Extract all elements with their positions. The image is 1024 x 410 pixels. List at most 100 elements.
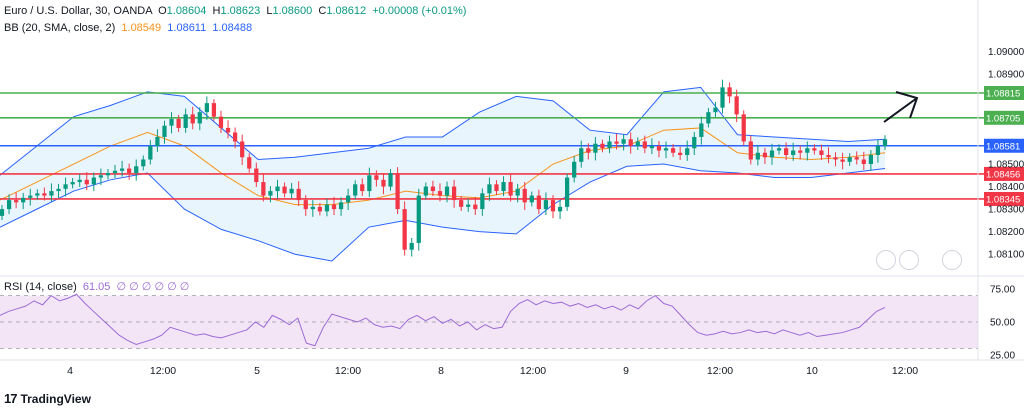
price-tick-label: 1.08100 <box>988 250 1024 261</box>
time-tick-label: 12:00 <box>707 365 733 377</box>
bb-label: BB (20, SMA, close, 2) <box>4 22 116 34</box>
candle-body <box>42 193 47 196</box>
candle-body <box>353 184 358 196</box>
time-tick-label: 9 <box>623 365 629 377</box>
tradingview-logo-icon: 17 <box>4 391 18 406</box>
price-tick-label: 1.09000 <box>988 47 1024 58</box>
candle-body <box>734 96 739 115</box>
candle-body <box>678 152 683 155</box>
candle-body <box>635 141 640 146</box>
time-tick-label: 4 <box>67 365 73 377</box>
candle-body <box>367 175 372 192</box>
candle-body <box>374 175 379 180</box>
open-label: O <box>158 5 167 17</box>
candle-body <box>522 188 527 203</box>
level-price-label-2: 1.08581 <box>986 141 1020 152</box>
candle-body <box>232 132 238 142</box>
candle-body <box>649 145 655 149</box>
time-tick-label: 12:00 <box>150 365 176 377</box>
candle-body <box>875 145 881 155</box>
bb-legend: BB (20, SMA, close, 2) 1.08549 1.08611 1… <box>4 22 252 34</box>
us-flag-icon-2[interactable] <box>942 250 962 270</box>
candle-body <box>254 168 259 183</box>
candle-body <box>324 204 330 212</box>
candle-body <box>529 195 534 203</box>
candle-body <box>148 145 153 160</box>
candle-body <box>798 150 803 153</box>
candle-body <box>303 200 308 210</box>
price-tick-label: 1.08900 <box>988 69 1024 80</box>
candle-body <box>847 157 852 162</box>
candle-body <box>141 159 146 167</box>
time-tick-label: 10 <box>806 365 818 377</box>
level-price-tag-1 <box>984 110 1024 125</box>
candle-body <box>720 87 725 108</box>
rsi-line <box>0 293 886 347</box>
candle-body <box>805 148 810 153</box>
low-label: L <box>266 5 273 17</box>
level-price-label-0: 1.08815 <box>986 88 1020 99</box>
candle-body <box>388 173 393 187</box>
event-flag-icon[interactable] <box>876 250 896 270</box>
candle-body <box>515 188 520 196</box>
rsi-tick-label: 75.00 <box>990 285 1015 296</box>
candle-body <box>35 193 40 196</box>
candle-body <box>692 136 697 149</box>
rsi-extra: ∅ ∅ ∅ ∅ ∅ ∅ <box>116 281 190 293</box>
time-tick-label: 8 <box>438 365 444 377</box>
tradingview-brand[interactable]: 17 TradingView <box>4 391 91 406</box>
candle-body <box>487 184 492 194</box>
candle-body <box>268 191 273 196</box>
candle-body <box>713 107 718 113</box>
candle-body <box>685 148 690 155</box>
symbol-legend: Euro / U.S. Dollar, 30, OANDA O1.08604 H… <box>4 5 466 17</box>
bb-upper-line <box>0 86 886 176</box>
time-tick-label: 12:00 <box>892 365 918 377</box>
high-value: 1.08623 <box>220 5 261 17</box>
candle-body <box>833 157 838 160</box>
rsi-label: RSI (14, close) <box>4 281 77 293</box>
candle-body <box>791 150 796 155</box>
candle-body <box>162 125 167 137</box>
candle-body <box>105 173 111 176</box>
candle-body <box>56 188 61 192</box>
candle-body <box>338 202 344 210</box>
candle-body <box>451 186 457 201</box>
candle-body <box>409 242 414 250</box>
brand-name: TradingView <box>20 391 91 406</box>
candle-body <box>91 177 96 185</box>
candle-body <box>77 179 82 183</box>
bb-upper-value: 1.08611 <box>167 22 207 34</box>
candle-body <box>557 206 563 212</box>
candle-body <box>261 182 266 196</box>
candle-body <box>331 204 337 210</box>
candle-body <box>211 103 217 117</box>
candle-body <box>459 200 464 207</box>
candle-body <box>586 148 591 153</box>
candle-body <box>642 141 647 149</box>
candle-body <box>437 191 443 196</box>
candle-body <box>0 209 5 216</box>
us-flag-icon[interactable] <box>899 250 919 270</box>
candle-body <box>395 173 400 210</box>
candle-body <box>628 139 633 146</box>
candle-body <box>755 152 760 160</box>
candle-body <box>98 175 104 178</box>
candle-body <box>112 170 118 174</box>
price-tick-label: 1.08200 <box>988 227 1024 238</box>
price-tick-label: 1.08500 <box>988 160 1024 171</box>
level-price-tag-0 <box>984 85 1024 100</box>
candle-body <box>190 114 195 124</box>
candle-body <box>501 182 506 192</box>
candle-body <box>444 186 450 196</box>
bb-basis-line <box>0 127 886 206</box>
time-tick-label: 12:00 <box>335 365 361 377</box>
candle-body <box>430 186 436 192</box>
candle-body <box>275 186 280 192</box>
candle-body <box>63 184 68 189</box>
candle-body <box>593 143 598 153</box>
candle-body <box>119 168 125 171</box>
level-price-tag-3 <box>984 166 1024 181</box>
candle-body <box>21 197 26 203</box>
